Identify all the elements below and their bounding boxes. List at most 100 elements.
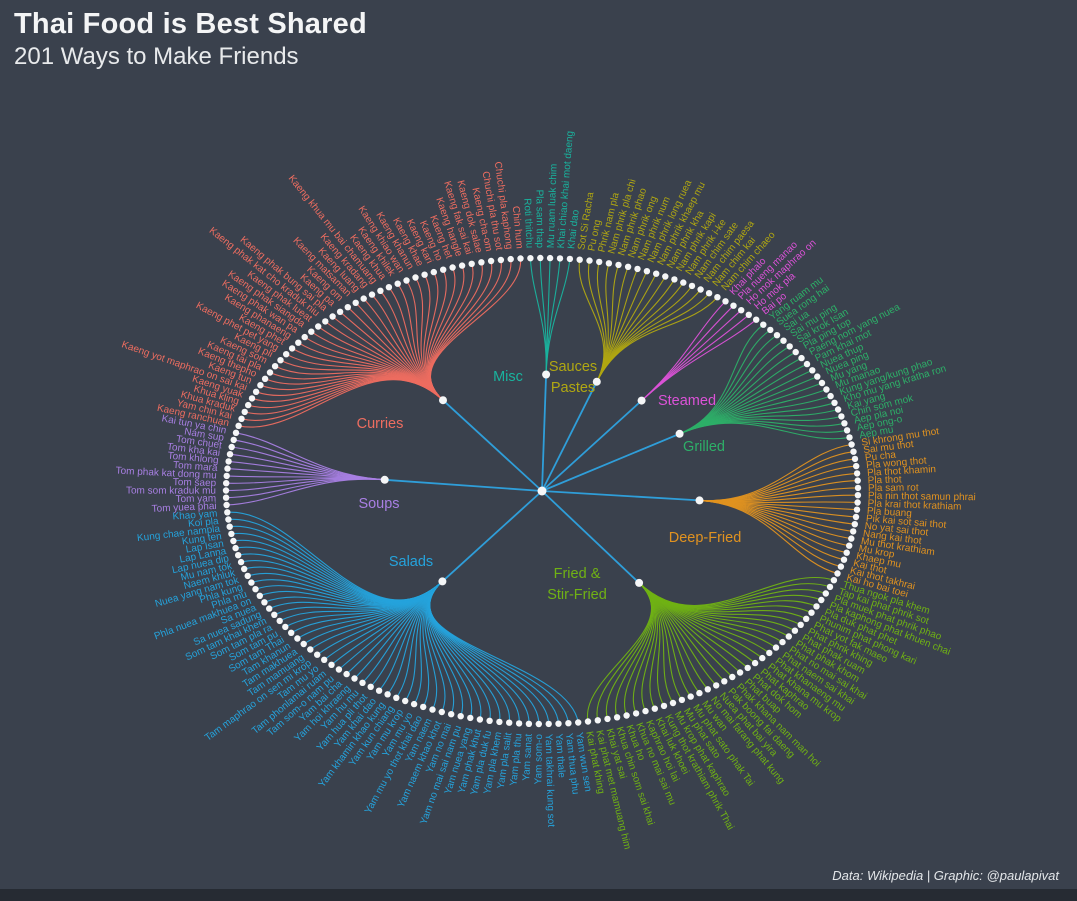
leaf-dot	[566, 255, 574, 263]
leaf-dot	[384, 691, 391, 698]
leaf-dot	[853, 506, 861, 513]
leaf-dot	[736, 669, 744, 676]
leaf-dot	[295, 339, 302, 346]
leaf-dot	[780, 337, 787, 344]
leaf-dot	[697, 286, 704, 293]
leaf-dot	[497, 256, 505, 264]
leaf-dot	[843, 427, 851, 434]
leaf-dot	[846, 434, 853, 441]
edge-curve	[429, 260, 493, 401]
leaf-label: Yam takhrai kung sot	[543, 734, 557, 828]
leaf-dot	[840, 556, 848, 563]
leaf-dot	[515, 720, 523, 727]
leaf-dot	[223, 501, 230, 509]
leaf-label: Pla krai thot krathiam	[867, 498, 961, 512]
leaf-dot	[315, 323, 322, 330]
edge-curve	[429, 258, 522, 401]
leaf-label: Tom som kraduk mu	[126, 486, 216, 497]
leaf-dot	[336, 308, 344, 315]
leaf-dot	[283, 351, 290, 358]
edge-curve	[428, 580, 491, 721]
leaf-dot	[791, 627, 799, 634]
leaf-dot	[624, 263, 632, 270]
title-block: Thai Food is Best Shared 201 Ways to Mak…	[14, 8, 367, 71]
leaf-dot	[257, 382, 264, 389]
leaf-dot	[525, 720, 533, 727]
leaf-dot	[527, 255, 534, 262]
category-node-dot	[542, 370, 551, 379]
leaf-dot	[818, 379, 826, 387]
leaf-dot	[605, 260, 613, 267]
leaf-dot	[584, 718, 592, 725]
leaf-label: Pla wong thot	[866, 455, 928, 471]
leaf-dot	[307, 646, 314, 653]
leaf-dot	[545, 720, 552, 728]
leaf-dot	[576, 256, 583, 263]
leaf-label: Koi pla	[188, 516, 220, 530]
leaf-dot	[837, 563, 845, 570]
leaf-dot	[653, 270, 660, 277]
leaf-dot	[222, 494, 230, 501]
leaf-dot	[224, 509, 231, 516]
leaf-dot	[809, 367, 816, 374]
leaf-dot	[623, 712, 630, 719]
category-label: Salads	[389, 554, 433, 570]
leaf-dot	[613, 714, 621, 721]
leaf-dot	[223, 480, 230, 487]
leaf-dot	[288, 629, 295, 636]
leaf-label: Yam pla thu	[508, 733, 524, 786]
leaf-dot	[232, 544, 239, 552]
leaf-dot	[822, 590, 829, 597]
edge-curve	[699, 499, 838, 575]
leaf-dot	[772, 644, 780, 651]
edge-curve	[641, 319, 757, 402]
leaf-dot	[385, 284, 393, 291]
leaf-dot	[277, 357, 284, 364]
leaf-label: Tom saep	[173, 477, 217, 489]
leaf-dot	[237, 558, 245, 566]
leaf-dot	[235, 422, 242, 429]
leaf-dot	[225, 458, 232, 465]
leaf-dot	[458, 262, 466, 269]
leaf-dot	[729, 673, 736, 681]
leaf-dot	[402, 697, 409, 705]
leaf-dot	[786, 343, 793, 350]
center-spokes	[380, 370, 704, 587]
leaf-dot	[467, 714, 474, 722]
leaf-dot	[766, 649, 773, 657]
leaf-label: Roti thitchu	[521, 198, 534, 249]
leaf-dot	[705, 290, 713, 297]
leaf-dot	[834, 406, 842, 413]
page-subtitle: 201 Ways to Make Friends	[14, 43, 299, 70]
leaf-dot	[468, 260, 475, 267]
leaf-dot	[282, 623, 289, 631]
leaf-dot	[252, 388, 260, 395]
leaf-dot	[854, 477, 861, 484]
leaf-dot	[851, 455, 859, 463]
leaf-dot	[394, 280, 401, 287]
spoke-line	[441, 490, 543, 583]
leaf-dot	[826, 583, 834, 591]
leaf-dot	[375, 687, 383, 694]
edge-curve	[238, 379, 444, 428]
leaf-dot	[235, 552, 242, 559]
leaf-dot	[785, 633, 792, 640]
edge-curve	[378, 580, 443, 692]
leaf-label: Chin hum	[510, 206, 525, 250]
leaf-dot	[535, 720, 542, 728]
leaf-dot	[222, 487, 230, 494]
leaf-dot	[738, 307, 745, 314]
category-label: Sauces Pastes	[549, 359, 597, 396]
leaf-label: Pla nin thot samun phrai	[868, 491, 976, 504]
leaf-dot	[713, 682, 720, 689]
edge-curve	[596, 296, 718, 382]
leaf-dot	[230, 537, 237, 545]
leaf-label: Mu ruam luak chim	[546, 164, 560, 249]
edge-curve	[379, 290, 444, 401]
leaf-dot	[773, 332, 781, 339]
page-title: Thai Food is Best Shared	[14, 8, 367, 40]
footer-credit: Data: Wikipedia | Graphic: @paulapivat	[832, 868, 1059, 883]
leaf-dot	[266, 605, 273, 612]
edge-curve	[699, 480, 858, 502]
leaf-dot	[448, 711, 455, 718]
